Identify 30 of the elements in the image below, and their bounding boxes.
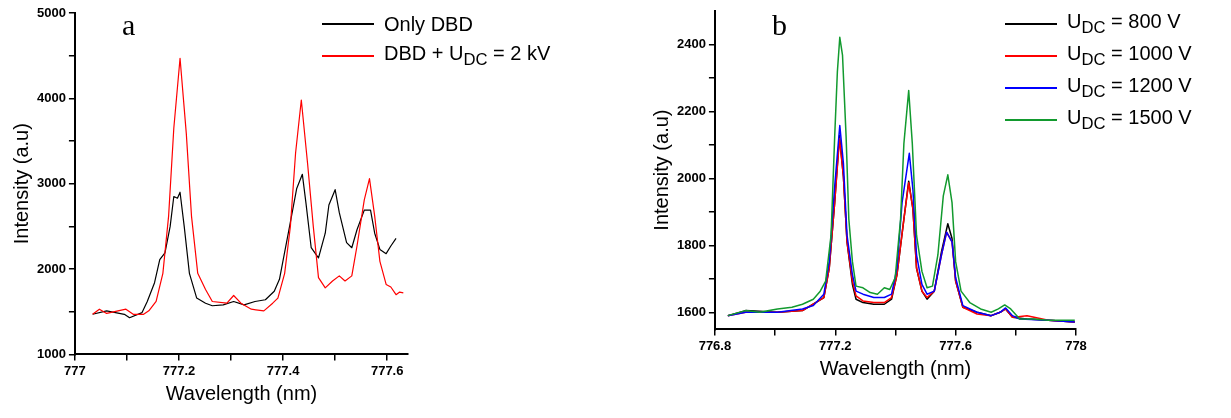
x-tick-label: 777.2: [162, 362, 196, 378]
y-tick-label: 1600: [677, 304, 706, 320]
x-tick-label: 778: [1065, 337, 1087, 353]
x-tick-label: 777.6: [939, 337, 972, 353]
y-tick-label: 5000: [37, 4, 66, 20]
y-tick-label: 2000: [677, 170, 706, 186]
x-tick-label: 776.8: [698, 337, 732, 353]
x-tick-label: 777.4: [266, 362, 301, 378]
legend-label: U$_{DC}$ = 1500 V: [1067, 106, 1192, 134]
y-tick-label: 2400: [677, 35, 706, 51]
y-axis-title: Intensity (a.u): [649, 109, 672, 231]
y-tick-label: 3000: [37, 175, 66, 191]
chart-title: a: [122, 8, 136, 42]
y-tick-label: 1000: [37, 345, 66, 361]
legend-label: U$_{DC}$ = 1200 V: [1067, 74, 1192, 102]
x-tick-label: 777.6: [370, 362, 404, 378]
x-axis-title: Wavelength (nm): [165, 381, 318, 404]
chart-title: b: [772, 8, 787, 42]
legend-label: Only DBD: [384, 12, 473, 36]
y-tick-label: 2200: [677, 102, 706, 118]
legend-label: U$_{DC}$ = 800 V: [1067, 10, 1181, 38]
y-tick-label: 1800: [677, 237, 706, 253]
y-axis-title: Intensity (a.u): [9, 123, 32, 245]
x-tick-label: 777: [64, 362, 86, 378]
x-axis-title: Wavelength (nm): [819, 356, 972, 379]
x-tick-label: 777.2: [819, 337, 852, 353]
y-tick-label: 2000: [37, 260, 66, 276]
legend-label: U$_{DC}$ = 1000 V: [1067, 42, 1192, 70]
y-tick-label: 4000: [37, 89, 66, 105]
legend-label: DBD + U$_{DC}$ = 2 kV: [384, 42, 551, 70]
